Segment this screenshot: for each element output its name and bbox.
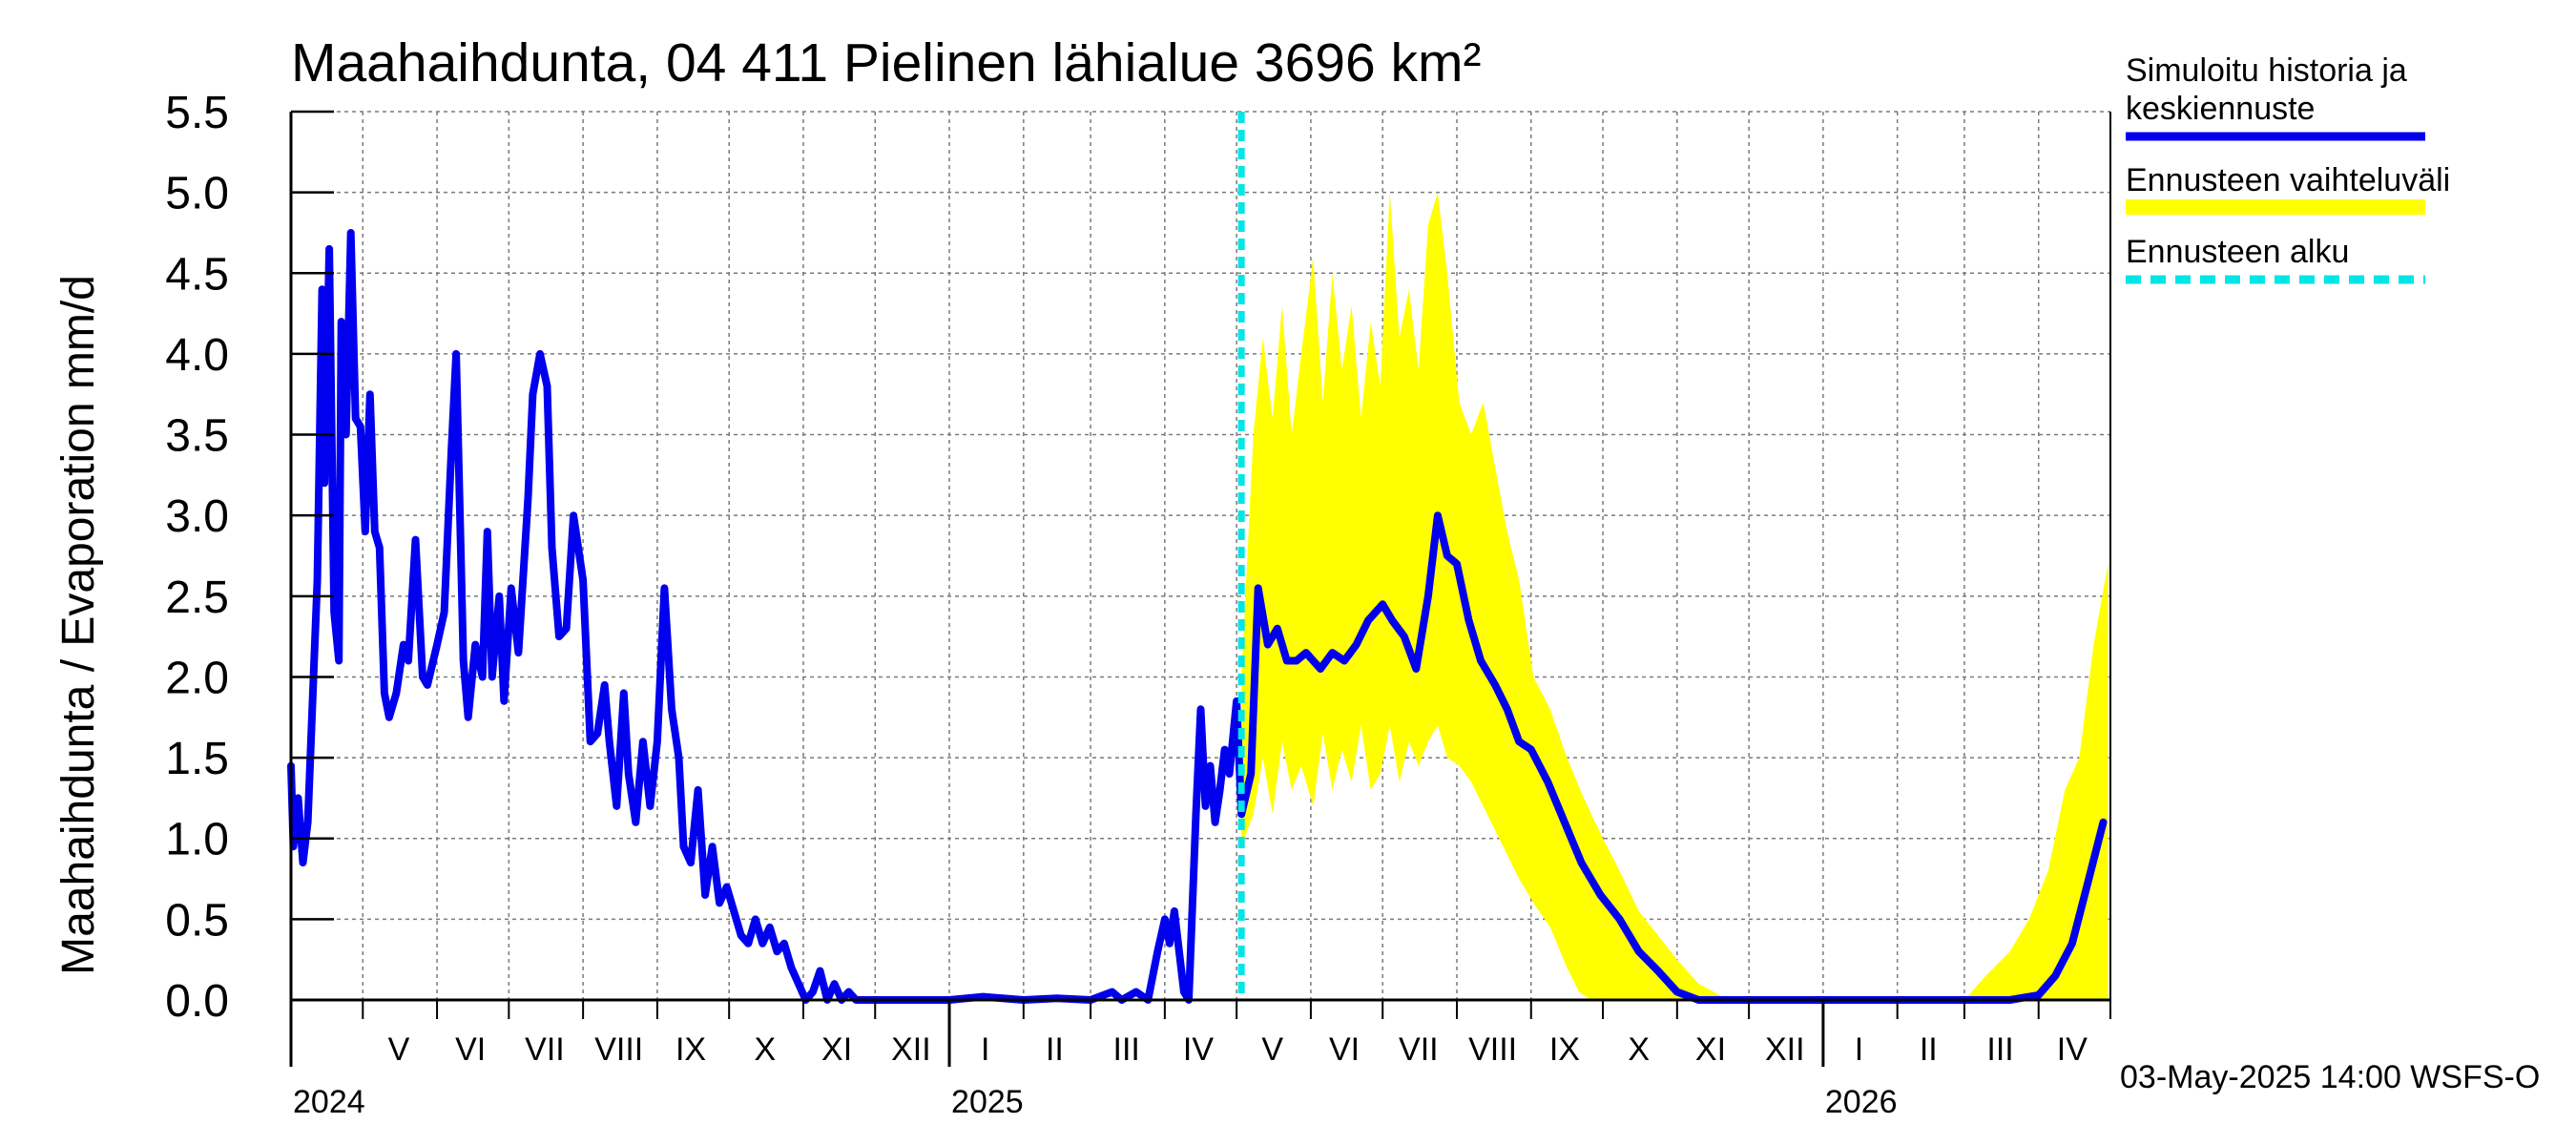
y-tick-label: 5.0 — [165, 169, 229, 219]
grid-lines — [290, 111, 2111, 1001]
month-label: V — [1261, 1031, 1283, 1068]
legend-range-label: Ennusteen vaihteluväli — [2126, 162, 2450, 198]
month-label: VI — [455, 1031, 486, 1068]
y-tick-label: 3.5 — [165, 411, 229, 462]
legend-forecast-start-label: Ennusteen alku — [2126, 234, 2349, 270]
month-label: XII — [891, 1031, 931, 1068]
y-tick-label: 5.5 — [165, 88, 229, 138]
y-tick-label: 4.5 — [165, 249, 229, 300]
footer-timestamp: 03-May-2025 14:00 WSFS-O — [2120, 1059, 2540, 1095]
plot-frame — [289, 112, 2111, 1067]
month-label: X — [754, 1031, 776, 1068]
simulated-evaporation-line — [287, 229, 2108, 1004]
y-axis-label: Maahaihdunta / Evaporation mm/d — [53, 275, 104, 975]
y-tick-label: 3.0 — [165, 491, 229, 542]
month-label: VII — [525, 1031, 565, 1068]
month-label: II — [1046, 1031, 1064, 1068]
month-label: III — [1986, 1031, 2013, 1068]
month-label: XI — [821, 1031, 852, 1068]
y-axis-ticks: 0.0 0.5 1.0 1.5 2.0 2.5 3.0 3.5 4.0 4.5 5.0 5.5 — [165, 88, 334, 1027]
month-label: II — [1920, 1031, 1938, 1068]
month-label: VIII — [1468, 1031, 1517, 1068]
legend-history-line2: keskiennuste — [2126, 91, 2315, 127]
legend-history-label: Simuloitu historia ja keskiennuste — [2126, 52, 2416, 127]
y-tick-label: 0.5 — [165, 895, 229, 946]
legend: Simuloitu historia ja keskiennuste Ennus… — [2126, 52, 2450, 284]
x-axis-month-labels: V VI VII VIII IX X XI XII I II III IV V VI VII VIII IX X X… — [388, 1031, 2088, 1068]
y-tick-label: 0.0 — [165, 976, 229, 1027]
month-label: VIII — [594, 1031, 643, 1068]
y-tick-label: 2.0 — [165, 653, 229, 703]
evaporation-series-line — [287, 229, 2108, 1004]
month-label: VI — [1329, 1031, 1360, 1068]
forecast-range-area — [1241, 192, 2109, 1001]
y-tick-label: 2.5 — [165, 572, 229, 623]
month-label: IV — [1183, 1031, 1214, 1068]
legend-history-line1: Simuloitu historia ja — [2126, 52, 2407, 89]
forecast-range-band — [1241, 192, 2109, 1001]
year-label: 2025 — [951, 1084, 1024, 1120]
month-label: IX — [675, 1031, 706, 1068]
month-label: XI — [1695, 1031, 1726, 1068]
x-axis-year-labels: 2024 2025 2026 — [293, 1084, 1898, 1120]
chart-title: Maahaihdunta, 04 411 Pielinen lähialue 3… — [291, 32, 1482, 94]
month-label: IX — [1549, 1031, 1580, 1068]
month-label: I — [981, 1031, 989, 1068]
month-label: XII — [1765, 1031, 1805, 1068]
month-label: III — [1113, 1031, 1140, 1068]
month-label: IV — [2057, 1031, 2088, 1068]
month-label: VII — [1399, 1031, 1439, 1068]
y-tick-label: 4.0 — [165, 330, 229, 381]
month-label: X — [1628, 1031, 1650, 1068]
year-label: 2024 — [293, 1084, 365, 1120]
y-tick-label: 1.5 — [165, 734, 229, 784]
year-label: 2026 — [1825, 1084, 1898, 1120]
month-label: V — [388, 1031, 410, 1068]
y-tick-label: 1.0 — [165, 815, 229, 865]
month-label: I — [1855, 1031, 1863, 1068]
